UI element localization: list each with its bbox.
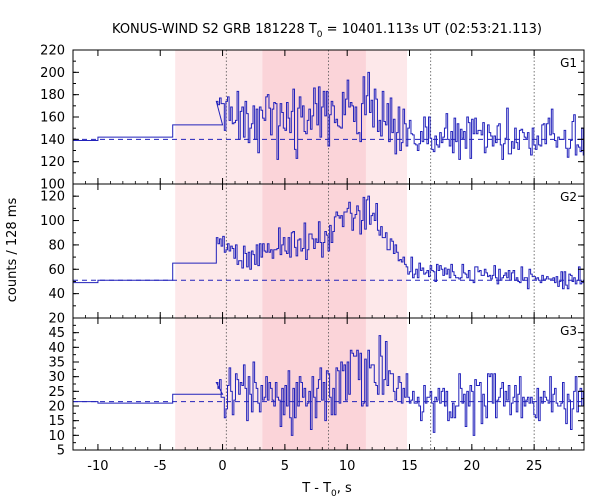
y-tick-label: 160	[40, 111, 65, 126]
y-tick-label: 180	[40, 88, 65, 103]
panel-g1: 100 120 140 160 180 200 220 G1	[40, 44, 585, 193]
y-tick-label: 45	[48, 326, 65, 341]
x-tick-label: 20	[464, 459, 481, 474]
light-curve-g2	[73, 195, 584, 290]
y-tick-label: 30	[48, 370, 65, 385]
y-tick-label: 220	[40, 44, 65, 59]
y-tick-label: 60	[48, 263, 65, 278]
panel-label: G1	[560, 56, 577, 70]
y-tick-label: 140	[40, 133, 65, 148]
chart-title: KONUS-WIND S2 GRB 181228 T0 = 10401.113s…	[112, 22, 542, 40]
y-tick-label: 20	[48, 400, 65, 415]
x-tick-label: 10	[339, 459, 356, 474]
panel-label: G3	[560, 324, 577, 338]
y-tick-label: 120	[40, 190, 65, 205]
light-curve-g3	[73, 335, 584, 436]
y-tick-label: 200	[40, 66, 65, 81]
y-tick-label: 100	[40, 178, 65, 193]
y-tick-label: 10	[48, 429, 65, 444]
x-axis-title: T - T0, s	[301, 481, 352, 499]
y-tick-label: 80	[48, 238, 65, 253]
y-tick-label: 5	[57, 444, 65, 459]
x-tick-label: 15	[401, 459, 418, 474]
x-tick-label: 25	[526, 459, 543, 474]
y-tick-label: 25	[48, 385, 65, 400]
x-axis: -10 -5 0 5 10 15 20 25	[87, 459, 542, 474]
y-axis-title: counts / 128 ms	[5, 198, 20, 303]
y-tick-label: 20	[48, 312, 65, 327]
light-curve-g1	[73, 71, 584, 160]
x-tick-label: -5	[154, 459, 167, 474]
y-tick-label: 120	[40, 155, 65, 170]
y-tick-label: 40	[48, 287, 65, 302]
x-tick-label: 5	[281, 459, 289, 474]
panel-g2: 20 40 60 80 100 120 G2	[40, 183, 585, 327]
x-tick-label: -10	[87, 459, 108, 474]
y-tick-label: 100	[40, 214, 65, 229]
panel-label: G2	[560, 190, 577, 204]
y-tick-label: 15	[48, 414, 65, 429]
y-tick-label: 40	[48, 341, 65, 356]
dark-interval-band	[262, 50, 366, 184]
y-tick-label: 35	[48, 356, 65, 371]
x-tick-label: 0	[218, 459, 226, 474]
